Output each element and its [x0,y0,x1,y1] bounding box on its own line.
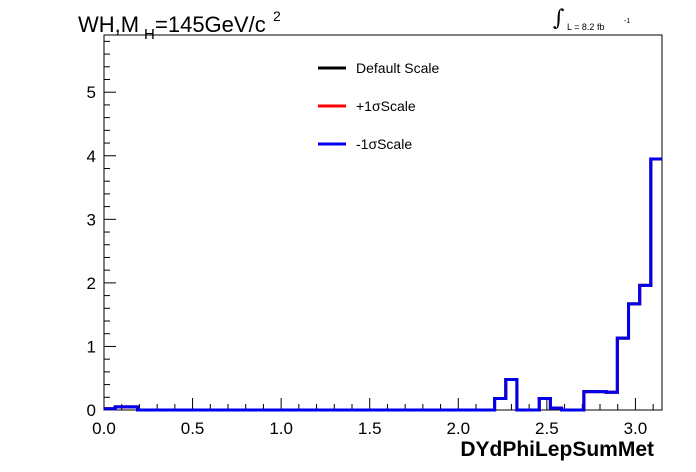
y-tick-label: 5 [87,83,96,102]
legend: Default Scale +1σScale -1σScale [318,60,439,152]
x-axis-label: DYdPhiLepSumMet [460,438,654,461]
axis-ticks [103,40,654,411]
x-tick-label: 1.5 [358,419,382,438]
chart-title-rest: =145GeV/c [155,12,266,37]
integral-sign: ∫ [553,6,565,31]
x-tick-label: 1.0 [269,419,293,438]
series-line-0 [104,157,662,412]
legend-label: +1σScale [356,98,416,114]
luminosity-superscript: -1 [624,18,631,25]
y-tick-label: 4 [87,147,96,166]
y-tick-label: 1 [87,337,96,356]
series-line-1 [104,157,662,412]
luminosity-text: L = 8.2 fb [567,22,605,32]
series-line-2 [104,157,662,412]
legend-label: Default Scale [356,60,439,76]
x-tick-label: 2.0 [446,419,470,438]
chart-title-subscript: H [144,26,155,43]
x-tick-label: 0.5 [181,419,205,438]
axis-tick-labels: 0.0 0.5 1.0 1.5 2.0 2.5 3.0 0 1 2 3 4 5 [87,83,648,438]
y-tick-label: 3 [87,210,96,229]
plot-frame [103,34,663,411]
y-tick-label: 2 [87,274,96,293]
legend-label: -1σScale [356,136,412,152]
x-tick-label: 2.5 [535,419,559,438]
x-tick-label: 3.0 [624,419,648,438]
chart-title: WH,M [78,12,140,37]
x-tick-label: 0.0 [92,419,116,438]
chart-title-superscript: 2 [273,8,281,24]
series-group [104,157,662,412]
y-tick-label: 0 [87,401,96,420]
